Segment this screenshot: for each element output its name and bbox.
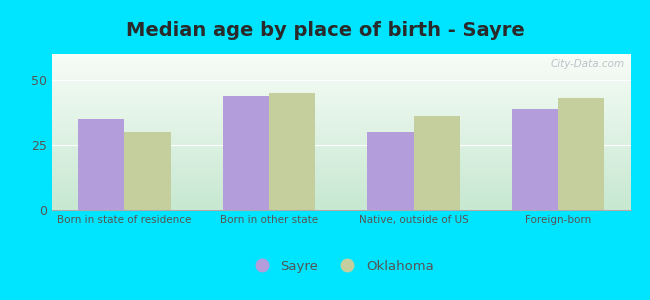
Bar <box>269 93 315 210</box>
Bar <box>512 109 558 210</box>
Legend: Sayre, Oklahoma: Sayre, Oklahoma <box>244 255 439 278</box>
Text: Median age by place of birth - Sayre: Median age by place of birth - Sayre <box>125 21 525 40</box>
Bar <box>124 132 170 210</box>
Bar <box>367 132 413 210</box>
Bar <box>413 116 460 210</box>
Bar <box>558 98 605 210</box>
Text: City-Data.com: City-Data.com <box>551 59 625 69</box>
Bar <box>78 119 124 210</box>
Bar <box>223 96 269 210</box>
